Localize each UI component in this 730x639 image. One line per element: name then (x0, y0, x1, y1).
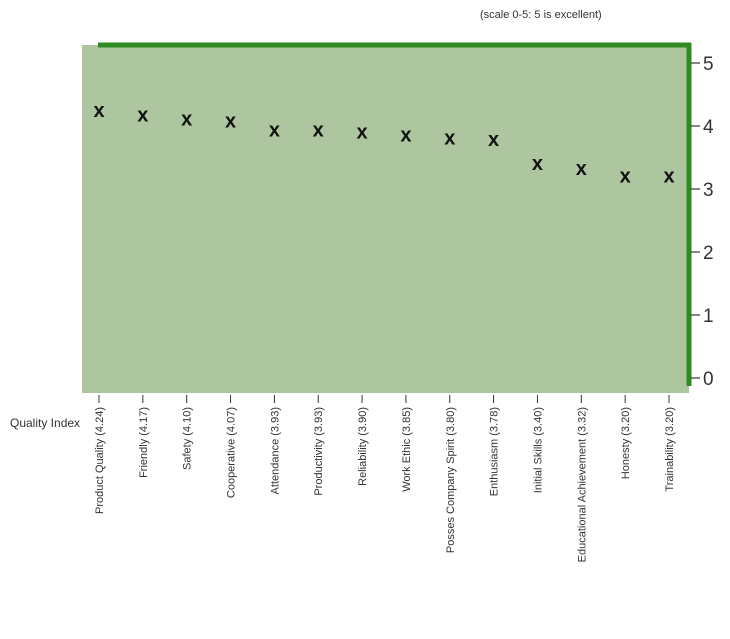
data-point: x (269, 119, 280, 141)
data-point: x (181, 109, 192, 131)
data-point: x (663, 165, 674, 187)
x-tick-label: Initial Skills (3.40) (532, 407, 544, 493)
x-tick-label: Safety (4.10) (182, 407, 194, 470)
x-tick-label: Educational Achievement (3.32) (576, 407, 588, 562)
data-point: x (225, 111, 236, 133)
data-point: x (93, 100, 104, 122)
x-tick-label: Trainability (3.20) (664, 407, 676, 492)
data-point: x (620, 165, 631, 187)
data-point: x (444, 128, 455, 150)
x-tick-label: Productivity (3.93) (313, 407, 325, 496)
y-tick-label: 4 (703, 117, 714, 138)
plot-area (82, 45, 689, 393)
y-tick-label: 5 (703, 54, 714, 75)
data-point: x (313, 119, 324, 141)
quality-index-label: Quality Index (10, 416, 81, 430)
data-point: x (137, 104, 148, 126)
data-point: x (488, 129, 499, 151)
x-tick-label: Reliability (3.90) (357, 407, 369, 486)
y-tick-label: 3 (703, 180, 714, 201)
data-point: x (576, 158, 587, 180)
x-tick-label: Posses Company Spirit (3.80) (445, 407, 457, 553)
data-point: x (400, 124, 411, 146)
y-tick-label: 0 (703, 369, 714, 390)
y-tick-label: 2 (703, 243, 714, 264)
x-tick-label: Attendance (3.93) (269, 407, 281, 494)
data-point: x (357, 121, 368, 143)
scale-note: (scale 0-5: 5 is excellent) (480, 9, 602, 21)
data-point: x (532, 153, 543, 175)
x-tick-label: Honesty (3.20) (620, 407, 632, 479)
x-tick-label: Enthusiasm (3.78) (489, 407, 501, 496)
x-tick-label: Work Ethic (3.85) (401, 407, 413, 492)
x-tick-label: Cooperative (4.07) (226, 407, 238, 498)
x-tick-label: Product Quality (4.24) (94, 407, 106, 514)
y-tick-label: 1 (703, 306, 714, 327)
x-tick-label: Friendly (4.17) (138, 407, 150, 478)
